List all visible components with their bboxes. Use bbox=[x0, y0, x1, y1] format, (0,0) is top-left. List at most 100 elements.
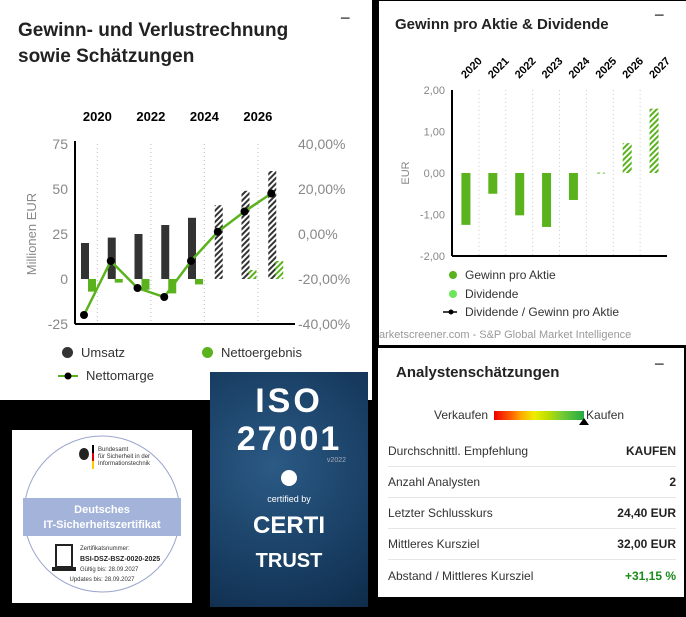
panel-title: Analystenschätzungen bbox=[396, 364, 560, 381]
y2-tick-label: 20,00% bbox=[298, 181, 345, 197]
row-value: KAUFEN bbox=[626, 444, 676, 458]
bsi-org: Informationstechnik bbox=[98, 461, 151, 467]
net-margin-line bbox=[82, 192, 272, 316]
legend-net-margin[interactable]: Nettomarge bbox=[58, 368, 154, 383]
y-tick-label: -2,00 bbox=[420, 251, 445, 263]
revenue-bar bbox=[268, 171, 277, 279]
y-tick-label: 2,00 bbox=[424, 85, 445, 97]
consensus-gradient-bar bbox=[494, 410, 590, 425]
legend-label: Nettoergebnis bbox=[221, 345, 302, 360]
legend-dividend[interactable]: Dividende bbox=[449, 287, 518, 301]
iso-version: v2022 bbox=[326, 457, 346, 464]
panel-title: Gewinn pro Aktie & Dividende bbox=[395, 16, 609, 33]
y-tick-label: 0,00 bbox=[424, 168, 445, 180]
bsi-org: für Sicherheit in der bbox=[98, 454, 150, 460]
legend-eps[interactable]: Gewinn pro Aktie bbox=[449, 268, 556, 282]
legend-label: Gewinn pro Aktie bbox=[465, 268, 556, 282]
net-margin-point bbox=[213, 227, 222, 236]
net-margin-point bbox=[106, 257, 115, 265]
consensus-marker-icon bbox=[579, 417, 590, 425]
x-tick-label: 2027 bbox=[647, 55, 673, 81]
legend-label: Dividende / Gewinn pro Aktie bbox=[465, 305, 620, 319]
iso-27001-badge: ISO 27001 v2022 certified by CERTI TRUST bbox=[210, 372, 368, 607]
panel-title: Gewinn- und Verlustrechnung bbox=[18, 20, 289, 41]
y-axis-label: Millionen EUR bbox=[24, 193, 39, 275]
line-marker-icon bbox=[443, 309, 457, 315]
certified-by: certified by bbox=[267, 494, 311, 504]
net-income-bar bbox=[88, 279, 96, 292]
x-tick-label: 2026 bbox=[243, 109, 272, 124]
income-chart: 75 50 25 0 -25 40,00% 20,00% 0,00% -20,00% -40,00… bbox=[24, 109, 350, 332]
eps-dividend-panel: Gewinn pro Aktie & Dividende − 2,00 1,00 0… bbox=[378, 1, 686, 345]
eps-bar bbox=[595, 172, 605, 174]
income-statement-panel: Gewinn- und Verlustrechnung sowie Schätz… bbox=[0, 0, 372, 400]
x-tick-label: 2022 bbox=[513, 55, 539, 81]
legend-label: Umsatz bbox=[81, 345, 126, 360]
collapse-button[interactable]: − bbox=[654, 354, 665, 374]
x-tick-label: 2025 bbox=[593, 55, 619, 81]
iso-number: 27001 bbox=[236, 420, 342, 458]
row-value: 2 bbox=[669, 475, 676, 489]
eps-bar bbox=[488, 173, 498, 194]
eps-bar bbox=[461, 173, 471, 225]
revenue-bar bbox=[81, 243, 89, 279]
eps-bar bbox=[568, 173, 578, 200]
revenue-bar bbox=[134, 234, 143, 279]
y2-tick-label: 40,00% bbox=[298, 136, 345, 152]
legend-payout[interactable]: Dividende / Gewinn pro Aktie bbox=[443, 305, 619, 319]
bsi-seal: Bundesamt für Sicherheit in der Informat… bbox=[23, 435, 181, 593]
revenue-bar bbox=[241, 190, 250, 279]
collapse-button[interactable]: − bbox=[340, 8, 351, 28]
legend-revenue[interactable]: Umsatz bbox=[62, 345, 125, 360]
y-tick-label: -1,00 bbox=[420, 210, 445, 222]
source-credit: arketscreener.com - S&P Global Market In… bbox=[379, 329, 632, 341]
eps-bar bbox=[542, 173, 552, 227]
trust-logo: TRUST bbox=[255, 550, 323, 572]
net-margin-point bbox=[240, 207, 249, 216]
net-income-bar bbox=[141, 279, 150, 290]
revenue-bar bbox=[214, 205, 223, 279]
legend-label: Nettomarge bbox=[86, 368, 154, 383]
certi-logo: CERTI bbox=[253, 512, 325, 539]
bsi-certificate-badge: Bundesamt für Sicherheit in der Informat… bbox=[12, 430, 192, 603]
row-value: 24,40 EUR bbox=[617, 506, 676, 520]
eps-bar bbox=[622, 143, 632, 173]
analyst-estimates-panel: Analystenschätzungen − Verkaufen Kaufen … bbox=[378, 348, 684, 597]
bsi-title: Deutsches bbox=[74, 504, 130, 516]
net-margin-point bbox=[267, 189, 276, 198]
net-income-bar bbox=[248, 270, 257, 279]
net-margin-point bbox=[80, 311, 88, 319]
net-margin-point bbox=[133, 284, 142, 292]
x-tick-label: 2024 bbox=[567, 55, 593, 81]
y2-tick-label: -40,00% bbox=[298, 316, 350, 332]
analyst-row: Durchschnittl. Empfehlung KAUFEN bbox=[388, 436, 676, 467]
analyst-row: Anzahl Analysten 2 bbox=[388, 467, 676, 498]
net-income-bar bbox=[195, 279, 203, 285]
scale-right-label: Kaufen bbox=[586, 408, 625, 422]
collapse-button[interactable]: − bbox=[654, 5, 665, 25]
line-marker-icon bbox=[58, 372, 78, 379]
legend-dot bbox=[62, 347, 73, 358]
eps-bar bbox=[515, 173, 525, 216]
eagle-icon bbox=[79, 448, 89, 460]
scale-left-label: Verkaufen bbox=[434, 408, 489, 422]
x-tick-label: 2026 bbox=[620, 55, 646, 81]
row-value: +31,15 % bbox=[624, 568, 676, 583]
x-tick-label: 2024 bbox=[190, 109, 220, 124]
eps-bar bbox=[649, 108, 659, 173]
globe-icon bbox=[281, 470, 297, 486]
y-axis-label: EUR bbox=[400, 161, 412, 184]
revenue-bar bbox=[161, 225, 170, 279]
consensus-scale: Verkaufen Kaufen bbox=[434, 408, 625, 425]
legend-net-income[interactable]: Nettoergebnis bbox=[202, 345, 302, 360]
y-tick-label: 1,00 bbox=[424, 127, 445, 139]
net-margin-point bbox=[187, 257, 195, 265]
x-tick-label: 2020 bbox=[459, 55, 485, 81]
y2-tick-label: -20,00% bbox=[298, 271, 350, 287]
analyst-row: Mittleres Kursziel 32,00 EUR bbox=[388, 529, 676, 560]
analyst-row: Letzter Schlusskurs 24,40 EUR bbox=[388, 498, 676, 529]
legend-label: Dividende bbox=[465, 287, 519, 301]
panel-title-line2: sowie Schätzungen bbox=[18, 46, 195, 67]
row-label: Durchschnittl. Empfehlung bbox=[388, 444, 529, 458]
